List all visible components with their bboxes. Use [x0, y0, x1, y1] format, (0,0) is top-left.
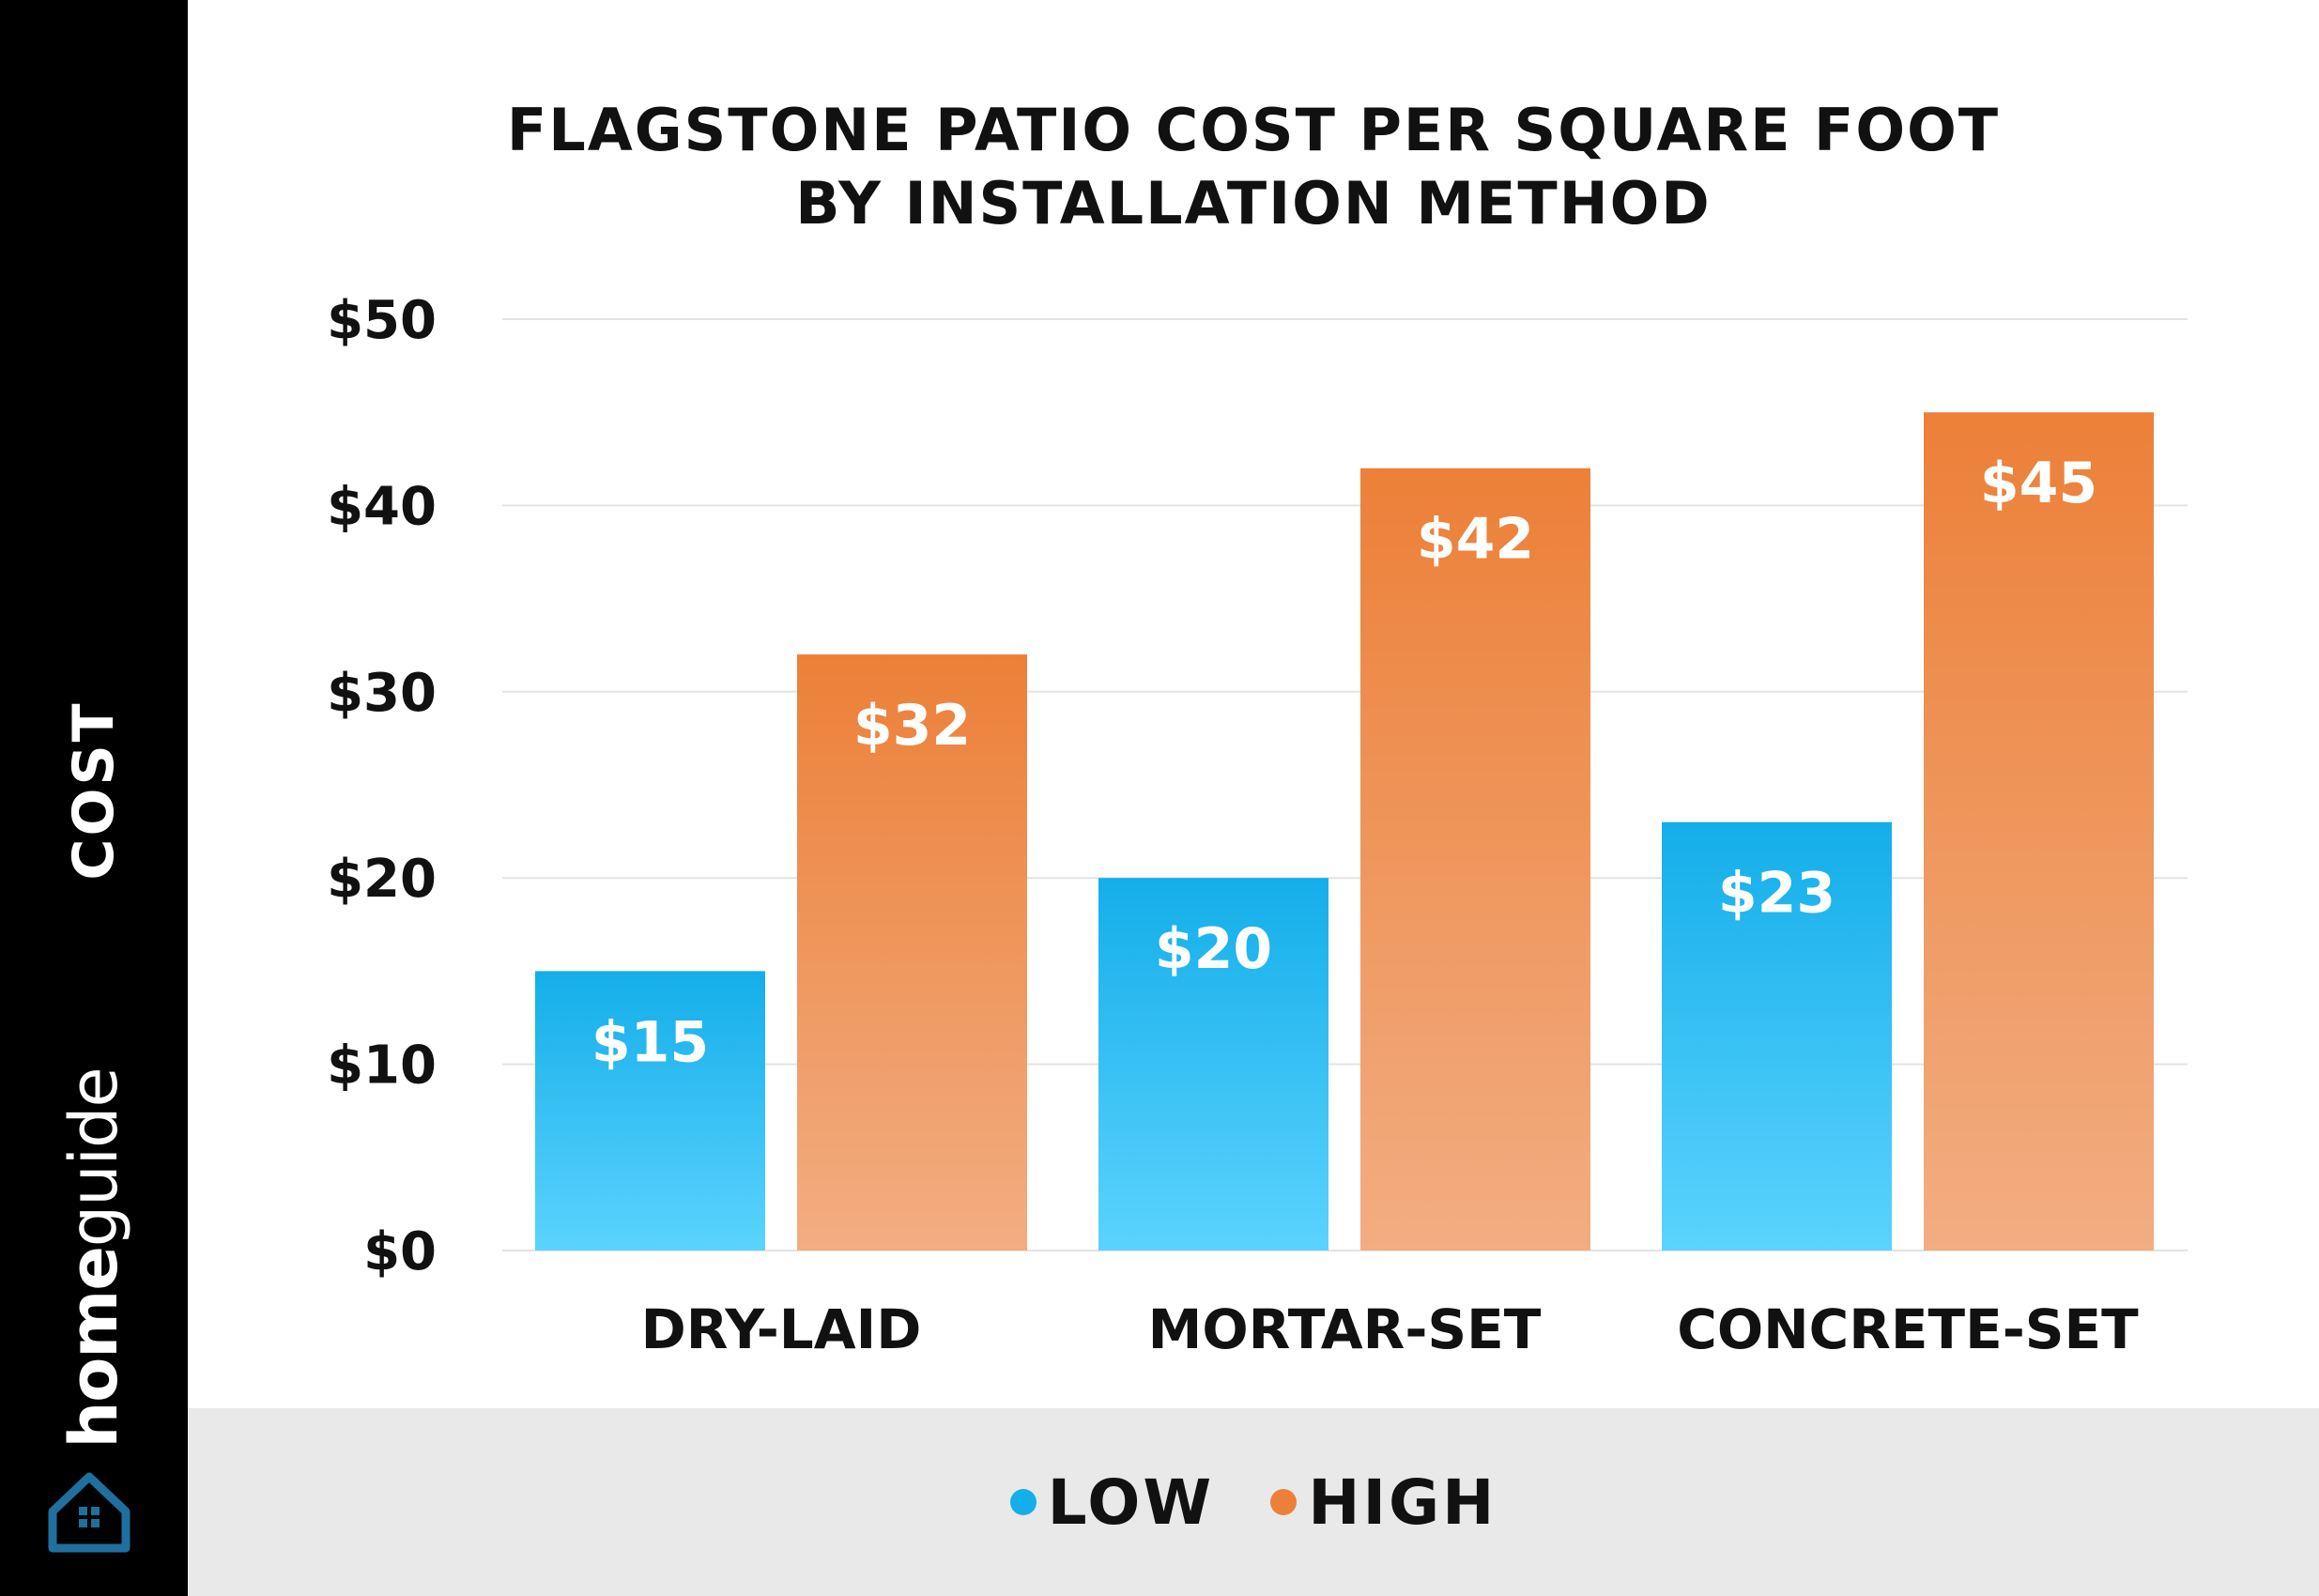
- chart-title-block: FLAGSTONE PATIO COST PER SQUARE FOOT BY …: [188, 94, 2319, 240]
- y-tick-label-0: $0: [363, 1221, 437, 1282]
- chart-card: FLAGSTONE PATIO COST PER SQUARE FOOT BY …: [188, 0, 2319, 1596]
- y-tick-label-20: $20: [327, 849, 437, 910]
- bar-dry-laid-low: [535, 971, 765, 1251]
- legend-item-high: HIGH: [1270, 1466, 1497, 1539]
- bar-chart: $0 $10 $20 $30 $40 $50 $15 $32 $20 $42 $23 $45 DRY…: [327, 290, 2188, 1361]
- data-label-mortar-set-low: $20: [1155, 916, 1272, 982]
- chart-subtitle: BY INSTALLATION METHOD: [795, 169, 1712, 238]
- legend-item-low: LOW: [1009, 1466, 1215, 1539]
- sidebar: COST homeguide: [0, 0, 188, 1596]
- data-label-concrete-set-high: $45: [1980, 451, 2097, 516]
- legend-band: LOW HIGH: [188, 1408, 2319, 1596]
- legend-dot-low: [1009, 1489, 1037, 1515]
- y-tick-label-30: $30: [327, 663, 437, 724]
- house-logo-icon: [48, 1472, 131, 1553]
- data-label-concrete-set-low: $23: [1718, 861, 1835, 927]
- data-label-dry-laid-high: $32: [853, 693, 971, 759]
- data-label-dry-laid-low: $15: [591, 1009, 709, 1075]
- legend: LOW HIGH: [188, 1408, 2319, 1596]
- legend-dot-high: [1270, 1489, 1298, 1515]
- legend-label-low: LOW: [1047, 1466, 1215, 1539]
- brand-home-text: home: [55, 1247, 132, 1449]
- y-tick-label-40: $40: [327, 476, 437, 537]
- bar-concrete-set-low: [1662, 821, 1892, 1251]
- bar-concrete-set-high: [1924, 412, 2154, 1251]
- data-label-mortar-set-high: $42: [1417, 507, 1534, 573]
- y-axis-label: COST: [61, 700, 127, 881]
- chart-title: FLAGSTONE PATIO COST PER SQUARE FOOT: [506, 96, 2001, 164]
- y-tick-label-50: $50: [327, 290, 437, 351]
- bar-dry-laid-high: [797, 654, 1027, 1251]
- brand-wordmark: homeguide: [55, 1067, 132, 1448]
- x-category-label-concrete-set: CONCRETE-SET: [1677, 1297, 2139, 1361]
- x-category-label-mortar-set: MORTAR-SET: [1148, 1297, 1542, 1361]
- brand-guide-text: guide: [55, 1067, 132, 1248]
- bar-mortar-set-high: [1360, 468, 1590, 1251]
- x-category-label-dry-laid: DRY-LAID: [641, 1297, 922, 1361]
- legend-label-high: HIGH: [1308, 1466, 1497, 1539]
- bar-mortar-set-low: [1098, 878, 1328, 1251]
- y-tick-label-10: $10: [327, 1036, 437, 1097]
